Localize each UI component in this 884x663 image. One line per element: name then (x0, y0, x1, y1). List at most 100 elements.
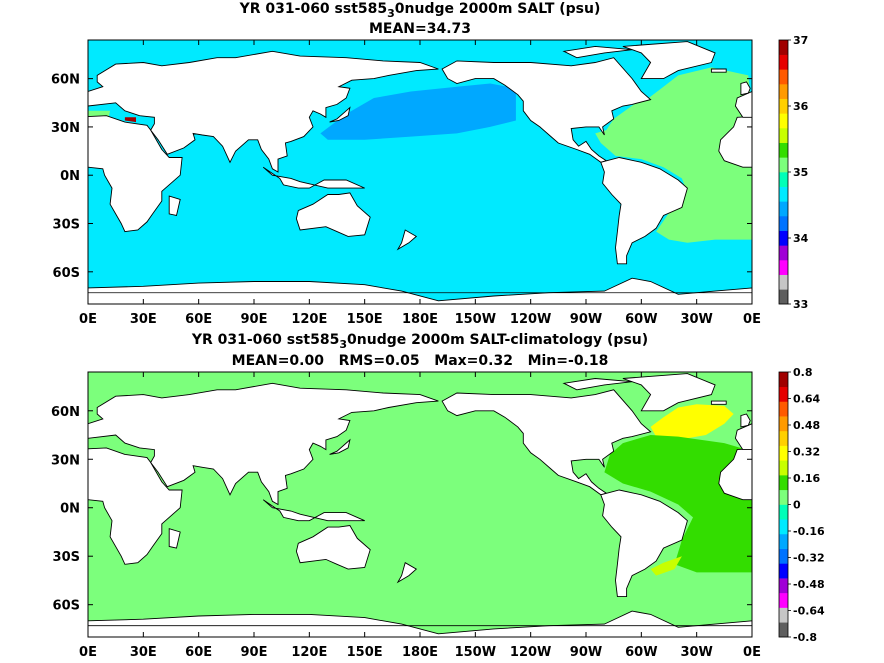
x-tick-label: 90W (570, 312, 602, 327)
map-bottom (88, 372, 752, 637)
land-indonesia (262, 499, 365, 522)
region-north-pacific-low (320, 83, 516, 140)
land-africa-wrap (718, 116, 752, 168)
y-tick-label: 30N (51, 121, 80, 136)
y-axis-bottom: 60N 30N 0N 30S 60S (51, 405, 752, 614)
land-madagascar (168, 195, 181, 217)
x-tick-label: 30W (680, 645, 712, 660)
y-tick-label: 60N (51, 73, 80, 88)
colorbar-swatch (779, 563, 788, 579)
colorbar-swatch (779, 533, 788, 549)
x-tick-label: 120E (291, 312, 327, 327)
colorbar-label: 35 (793, 166, 808, 179)
colorbar-swatch (779, 260, 788, 275)
colorbar-label: 0.32 (793, 446, 820, 459)
y-tick-label: 0N (60, 169, 80, 184)
x-tick-label: 60E (185, 645, 212, 660)
colorbar-swatch (779, 372, 788, 388)
x-tick-label: 0E (743, 312, 761, 327)
colorbar-swatch (779, 592, 788, 608)
land-madagascar (168, 528, 181, 549)
x-tick-label: 180E (402, 645, 438, 660)
colorbar-swatch (779, 186, 788, 202)
land-eurasia (88, 382, 439, 506)
colorbar-swatch (779, 54, 788, 70)
colorbar-swatch (779, 519, 788, 535)
colorbar-swatch (779, 142, 788, 158)
x-axis-bottom: 0E 30E 60E 90E 120E 150E 180E 150W 120W 90W 60W 30W… (79, 372, 761, 660)
colorbar-swatch (779, 430, 788, 446)
x-tick-label: 0E (79, 312, 97, 327)
panel-top: YR 031-060 sst58530nudge 2000m SALT (psu… (51, 1, 809, 327)
land-south-america (600, 157, 688, 265)
x-tick-label: 120E (291, 645, 327, 660)
colorbar-swatch (779, 69, 788, 85)
x-tick-label: 120W (510, 645, 551, 660)
colorbar-swatch (779, 401, 788, 417)
colorbar-label: 0.8 (793, 366, 813, 379)
colorbar-swatch (779, 128, 788, 143)
land-new-zealand (396, 562, 418, 584)
colorbar-swatch (779, 578, 788, 594)
land-australia (295, 192, 371, 237)
land-eurasia-wrap (734, 423, 752, 451)
x-tick-label: 180E (402, 312, 438, 327)
land-indonesia (262, 166, 365, 189)
land-eurasia-wrap (734, 91, 752, 118)
colorbar-swatch (779, 230, 788, 246)
colorbar-label: -0.8 (793, 631, 817, 644)
y-axis-top: 60N 30N 0N 30S 60S (51, 73, 752, 281)
colorbar-label: 0.64 (793, 393, 820, 406)
colorbar-label: -0.48 (793, 578, 825, 591)
region-atlantic-western-boundary (604, 435, 752, 573)
colorbar-swatch (779, 622, 788, 638)
colorbar-label: 0.48 (793, 419, 820, 432)
x-tick-label: 30E (130, 312, 157, 327)
x-tick-label: 0E (743, 645, 761, 660)
colorbar-label: 34 (793, 232, 809, 245)
land-eurasia (88, 50, 439, 173)
colorbar-swatch (779, 216, 788, 231)
x-tick-label: 90E (241, 645, 268, 660)
colorbar-swatch (779, 245, 788, 261)
x-tick-label: 150W (455, 645, 496, 660)
x-axis-top: 0E 30E 60E 90E 120E 150E 180E 150W 120W 90W 60W 30W… (79, 40, 761, 327)
colorbar-swatch (779, 416, 788, 432)
region-southern-ocean-positive (88, 559, 752, 615)
colorbar-label: -0.16 (793, 525, 825, 538)
land-greenland (622, 41, 716, 80)
x-tick-label: 150W (455, 312, 496, 327)
colorbar-label: -0.64 (793, 605, 825, 618)
x-tick-label: 30E (130, 645, 157, 660)
colorbar-label: 33 (793, 298, 808, 311)
region-atlantic (595, 67, 752, 243)
land-iceland (710, 400, 727, 405)
land-south-america (600, 489, 688, 598)
land-uk (740, 413, 751, 428)
colorbar-swatch (779, 172, 788, 187)
y-tick-label: 60N (51, 405, 80, 420)
y-tick-label: 30S (53, 550, 80, 565)
x-tick-label: 30W (680, 312, 712, 327)
land-arctic-islands (562, 378, 633, 391)
colorbar-swatch (779, 445, 788, 461)
colorbar-swatch (779, 157, 788, 173)
land-africa (88, 447, 183, 565)
x-tick-label: 120W (510, 312, 551, 327)
colorbar-swatch (779, 475, 788, 491)
land-uk (740, 81, 751, 96)
land-greenland (622, 373, 716, 412)
colorbar-label: 0 (793, 499, 801, 512)
x-tick-label: 60W (625, 645, 657, 660)
y-tick-label: 60S (53, 266, 80, 281)
colorbar-swatch (779, 274, 788, 290)
y-tick-label: 30N (51, 453, 80, 468)
colorbar-swatch (779, 40, 788, 55)
x-tick-label: 150E (347, 312, 383, 327)
colorbar-label: 37 (793, 34, 808, 47)
title-bottom-line2: MEAN=0.00 RMS=0.05 Max=0.32 Min=-0.18 (232, 353, 609, 369)
colorbar-swatch (779, 113, 788, 129)
colorbar-bottom: 0.8 0.64 0.48 0.32 0.16 0 -0.16 -0.32 -0.48 -0.64… (778, 366, 825, 644)
land-australia (295, 525, 371, 570)
